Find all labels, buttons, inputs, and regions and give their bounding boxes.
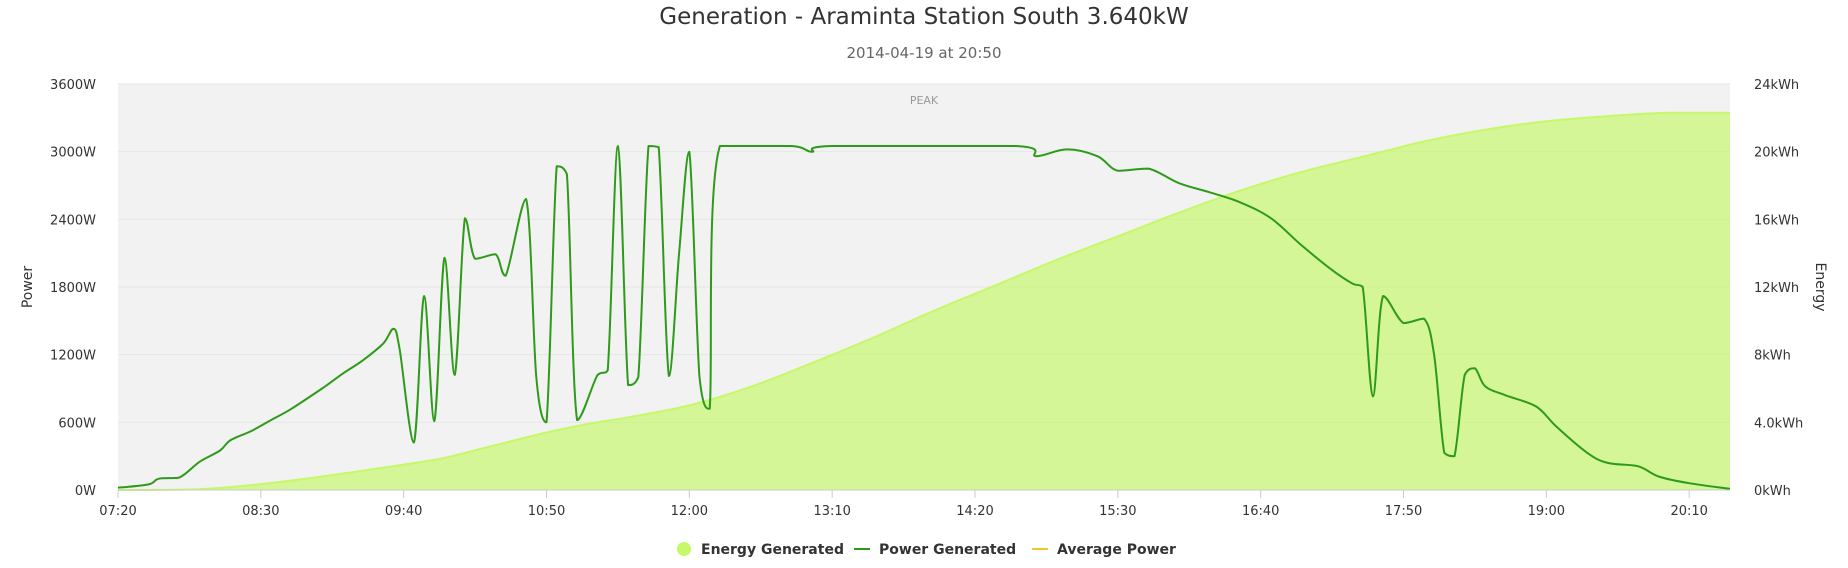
plot-band-label: PEAK xyxy=(910,94,939,107)
x-axis-tick-label: 12:00 xyxy=(671,504,708,519)
left-axis-tick-label: 2400W xyxy=(50,213,96,228)
x-axis-tick-label: 13:10 xyxy=(813,504,850,519)
left-axis-tick-label: 1800W xyxy=(50,281,96,296)
chart-title: Generation - Araminta Station South 3.64… xyxy=(659,4,1188,30)
right-axis-tick-label: 20kWh xyxy=(1754,146,1799,161)
x-axis-tick-label: 19:00 xyxy=(1528,504,1565,519)
x-axis-tick-label: 16:40 xyxy=(1242,504,1279,519)
energy-area-edge xyxy=(117,111,1730,491)
right-axis-ticks: 0kWh 4.0kWh 8kWh 12kWh 16kWh 20kWh 24kWh xyxy=(1754,78,1803,499)
left-axis-tick-label: 0W xyxy=(75,484,96,499)
x-axis-tick-label: 10:50 xyxy=(528,504,565,519)
left-axis-ticks: 0W 600W 1200W 1800W 2400W 3000W 3600W xyxy=(50,78,96,499)
legend-item-power[interactable]: Power Generated xyxy=(854,542,1016,558)
power-line-layer xyxy=(117,144,1731,490)
x-axis-tick-label: 09:40 xyxy=(385,504,422,519)
x-axis-tick-label: 15:30 xyxy=(1099,504,1136,519)
chart-legend: Energy Generated Power Generated Average P… xyxy=(677,542,1176,558)
right-axis-title: Energy xyxy=(1812,262,1828,311)
energy-area xyxy=(118,112,1730,491)
legend-symbol-circle xyxy=(677,542,691,556)
left-axis-tick-label: 3600W xyxy=(50,78,96,93)
legend-label: Energy Generated xyxy=(701,542,844,558)
right-axis-tick-label: 24kWh xyxy=(1754,78,1799,93)
x-axis-tick-label: 20:10 xyxy=(1670,504,1707,519)
legend-item-energy[interactable]: Energy Generated xyxy=(677,542,844,558)
left-axis-tick-label: 600W xyxy=(58,416,96,431)
x-axis-tick-label: 08:30 xyxy=(242,504,279,519)
chart-subtitle: 2014-04-19 at 20:50 xyxy=(846,44,1001,62)
right-axis-tick-label: 12kWh xyxy=(1754,281,1799,296)
x-axis-tick-label: 17:50 xyxy=(1385,504,1422,519)
x-axis-tick-label: 14:20 xyxy=(956,504,993,519)
x-axis: 07:20 08:30 09:40 10:50 12:00 13:10 14:20 15:30… xyxy=(99,489,1730,519)
right-axis-tick-label: 4.0kWh xyxy=(1754,416,1803,431)
legend-label: Average Power xyxy=(1057,542,1176,558)
energy-area-layer xyxy=(117,111,1730,491)
right-axis-tick-label: 8kWh xyxy=(1754,349,1791,364)
legend-item-average[interactable]: Average Power xyxy=(1032,542,1176,558)
power-line xyxy=(117,144,1731,490)
x-axis-tick-label: 07:20 xyxy=(99,504,136,519)
left-axis-tick-label: 1200W xyxy=(50,349,96,364)
left-axis-tick-label: 3000W xyxy=(50,146,96,161)
right-axis-tick-label: 0kWh xyxy=(1754,484,1791,499)
left-axis-title: Power xyxy=(20,266,36,309)
right-axis-tick-label: 16kWh xyxy=(1754,213,1799,228)
legend-label: Power Generated xyxy=(879,542,1016,558)
